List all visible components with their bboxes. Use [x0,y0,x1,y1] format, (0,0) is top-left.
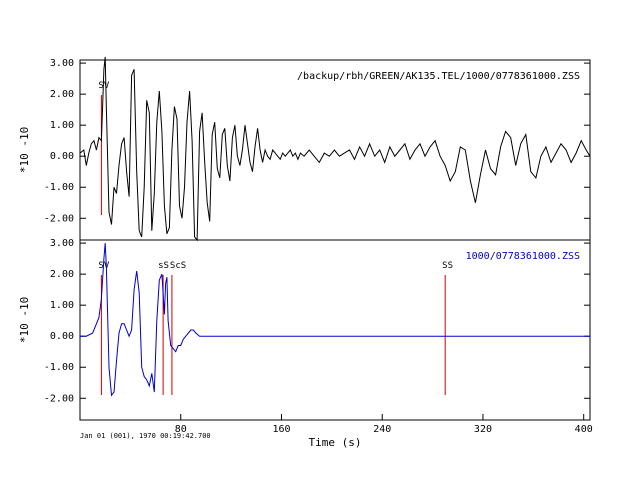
panel-bottom-ylabel: *10 -10 [18,297,31,343]
panel-top: /backup/rbh/GREEN/AK135.TEL/1000/0778361… [18,56,591,242]
panel-bottom-ytick-label: 3.00 [50,238,74,249]
panel-bottom-xtick-label: 240 [373,424,391,435]
panel-bottom-yticks: 3.00 2.00 1.00 0.00 -1.00 -2.00 [44,238,590,404]
x-axis-label: Time (s) [309,436,362,449]
panel-bottom-title: 1000/0778361000.ZSS [466,251,580,262]
panel-top-trace [79,56,591,242]
panel-top-phases: SV [98,81,110,215]
panel-bottom-xtick-label: 320 [474,424,492,435]
panel-bottom-frame [79,239,591,421]
panel-bottom-ytick-label: 1.00 [50,300,74,311]
panel-bottom-xtick-label: 400 [575,424,593,435]
panel-top-ytick-label: 2.00 [50,89,74,100]
panel-bottom-xtick-label: 80 [175,424,187,435]
panel-top-ytick-label: 0.00 [50,151,74,162]
panel-top-ytick-label: 1.00 [50,120,74,131]
panel-bottom-ytick-label: -2.00 [44,393,74,404]
phase-label-sv: SV [98,261,109,271]
panel-bottom-ytick-label: -1.00 [44,362,74,373]
panel-top-ytick-label: -2.00 [44,213,74,224]
panel-bottom-trace [80,243,590,397]
phase-label-ss: sS [158,261,169,271]
panel-bottom: 1000/0778361000.ZSS *10 -10 3.00 2.00 1.00… [18,238,593,449]
panel-bottom-ytick-label: 0.00 [50,331,74,342]
timestamp-label: Jan 01 (001), 1970 00:19:42.700 [80,432,211,440]
panel-top-title: /backup/rbh/GREEN/AK135.TEL/1000/0778361… [297,71,580,82]
panel-top-ytick-label: -1.00 [44,182,74,193]
panel-top-yticks: 3.00 2.00 1.00 0.00 -1.00 -2.00 [44,58,590,224]
panel-top-ylabel: *10 -10 [18,127,31,173]
panel-bottom-ytick-label: 2.00 [50,269,74,280]
panel-bottom-xtick-label: 160 [272,424,290,435]
panel-top-ytick-label: 3.00 [50,58,74,69]
phase-label-scs: ScS [170,261,186,271]
phase-label-sv: SV [98,81,109,91]
panel-bottom-xticks: 80 160 240 320 400 [175,414,593,435]
phase-label-ss: SS [442,261,453,271]
